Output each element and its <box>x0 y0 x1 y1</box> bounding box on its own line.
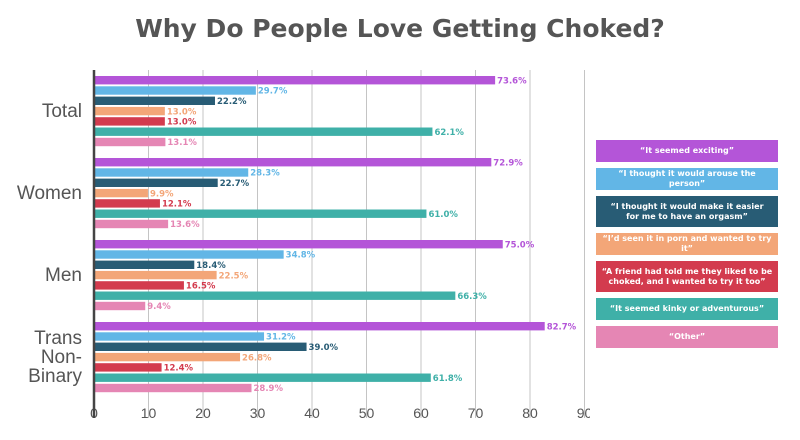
data-label: 16.5% <box>186 282 216 292</box>
bar-chart: 010203040506070809073.6%72.9%75.0%82.7%2… <box>17 70 590 421</box>
bar <box>94 137 166 147</box>
bar <box>94 188 148 198</box>
data-label: 34.8% <box>286 251 316 261</box>
x-tick-label: 20 <box>195 405 211 421</box>
legend-item: “I thought it would arouse the person” <box>596 168 778 190</box>
data-label: 61.8% <box>433 374 463 384</box>
data-label: 9.9% <box>150 189 174 199</box>
data-label: 62.1% <box>434 128 464 138</box>
data-label: 75.0% <box>505 240 535 250</box>
data-label: 31.2% <box>266 333 296 343</box>
chart-title: Why Do People Love Getting Choked? <box>135 14 665 43</box>
legend: “It seemed exciting” “I thought it would … <box>596 140 778 354</box>
data-label: 73.6% <box>497 76 527 86</box>
data-label: 28.9% <box>254 384 284 394</box>
legend-label: “I thought it would make it easier for me… <box>610 202 763 222</box>
legend-item: “It seemed kinky or adventurous” <box>596 298 778 320</box>
x-tick-label: 40 <box>304 405 320 421</box>
legend-item: “It seemed exciting” <box>596 140 778 162</box>
bar <box>94 199 160 208</box>
bar <box>94 250 284 259</box>
legend-label-line: “I thought it would make it easier <box>610 201 764 211</box>
bar <box>94 168 249 177</box>
legend-label-line: choked, and I wanted to try it too” <box>608 276 766 286</box>
legend-label: “It seemed kinky or adventurous” <box>610 304 764 314</box>
x-tick-label: 60 <box>413 405 429 421</box>
bar <box>94 291 456 300</box>
data-label: 13.6% <box>170 220 200 230</box>
data-label: 26.8% <box>242 353 272 363</box>
data-label: 12.4% <box>164 364 194 374</box>
data-label: 22.5% <box>219 271 249 281</box>
legend-label: “I thought it would arouse the person” <box>600 169 774 189</box>
data-label: 13.0% <box>167 107 197 117</box>
data-label: 12.1% <box>162 200 192 210</box>
category-label: Binary <box>28 366 82 387</box>
bar <box>94 281 184 290</box>
legend-label-line: “I thought it would arouse the person” <box>618 169 756 188</box>
bar <box>94 322 545 331</box>
legend-label-line: “I’d seen it in porn and wanted to try i… <box>602 234 772 253</box>
data-label: 22.2% <box>217 97 247 107</box>
x-tick-label: 70 <box>468 405 484 421</box>
category-label: Trans <box>34 328 82 349</box>
bar <box>94 240 503 249</box>
legend-label-line: “It seemed exciting” <box>639 146 735 155</box>
data-label: 13.0% <box>167 118 197 128</box>
bar <box>94 260 195 269</box>
data-label: 82.7% <box>547 322 577 332</box>
category-label: Non- <box>41 347 82 368</box>
bar <box>94 178 218 187</box>
bar <box>94 127 433 136</box>
data-label: 72.9% <box>493 158 523 168</box>
legend-item: “I’d seen it in porn and wanted to try i… <box>596 233 778 255</box>
legend-label: “Other” <box>669 332 705 342</box>
bar <box>94 219 169 229</box>
data-label: 39.0% <box>309 343 339 353</box>
x-tick-label: 80 <box>522 405 538 421</box>
category-label: Men <box>45 265 82 286</box>
x-tick-label: 10 <box>141 405 157 421</box>
bar <box>94 373 431 382</box>
bar <box>94 301 146 311</box>
bar <box>94 332 265 341</box>
legend-label: “It seemed exciting” <box>640 146 734 156</box>
legend-label-line: “A friend had told me they liked to be <box>601 266 773 276</box>
legend-label-line: “Other” <box>668 332 706 341</box>
bar <box>94 270 217 280</box>
legend-item: “Other” <box>596 326 778 348</box>
x-tick-label: 50 <box>359 405 375 421</box>
bar <box>94 342 307 351</box>
legend-label-line: “It seemed kinky or adventurous” <box>609 304 765 313</box>
bar <box>94 383 252 393</box>
data-label: 29.7% <box>258 87 288 97</box>
legend-label: “I’d seen it in porn and wanted to try i… <box>600 234 774 254</box>
bar <box>94 86 256 95</box>
x-tick-label: 30 <box>250 405 266 421</box>
legend-item: “I thought it would make it easier for me… <box>596 196 778 227</box>
bar <box>94 209 427 218</box>
category-label: Total <box>42 101 82 122</box>
data-label: 18.4% <box>196 261 226 271</box>
data-label: 61.0% <box>428 210 458 220</box>
category-label: Women <box>17 183 82 204</box>
bar <box>94 106 165 116</box>
data-label: 13.1% <box>167 138 197 148</box>
bar <box>94 158 492 167</box>
legend-label: “A friend had told me they liked to be ch… <box>602 267 772 287</box>
data-label: 66.3% <box>457 292 487 302</box>
bar <box>94 363 162 372</box>
data-label: 9.4% <box>147 302 171 312</box>
bar <box>94 76 496 85</box>
legend-label-line: for me to have an orgasm” <box>626 211 748 221</box>
data-label: 28.3% <box>250 169 280 179</box>
bar <box>94 352 241 362</box>
bar <box>94 96 215 105</box>
legend-item: “A friend had told me they liked to be ch… <box>596 261 778 292</box>
x-tick-label: 90 <box>577 405 590 421</box>
bar <box>94 117 165 126</box>
data-label: 22.7% <box>220 179 250 189</box>
